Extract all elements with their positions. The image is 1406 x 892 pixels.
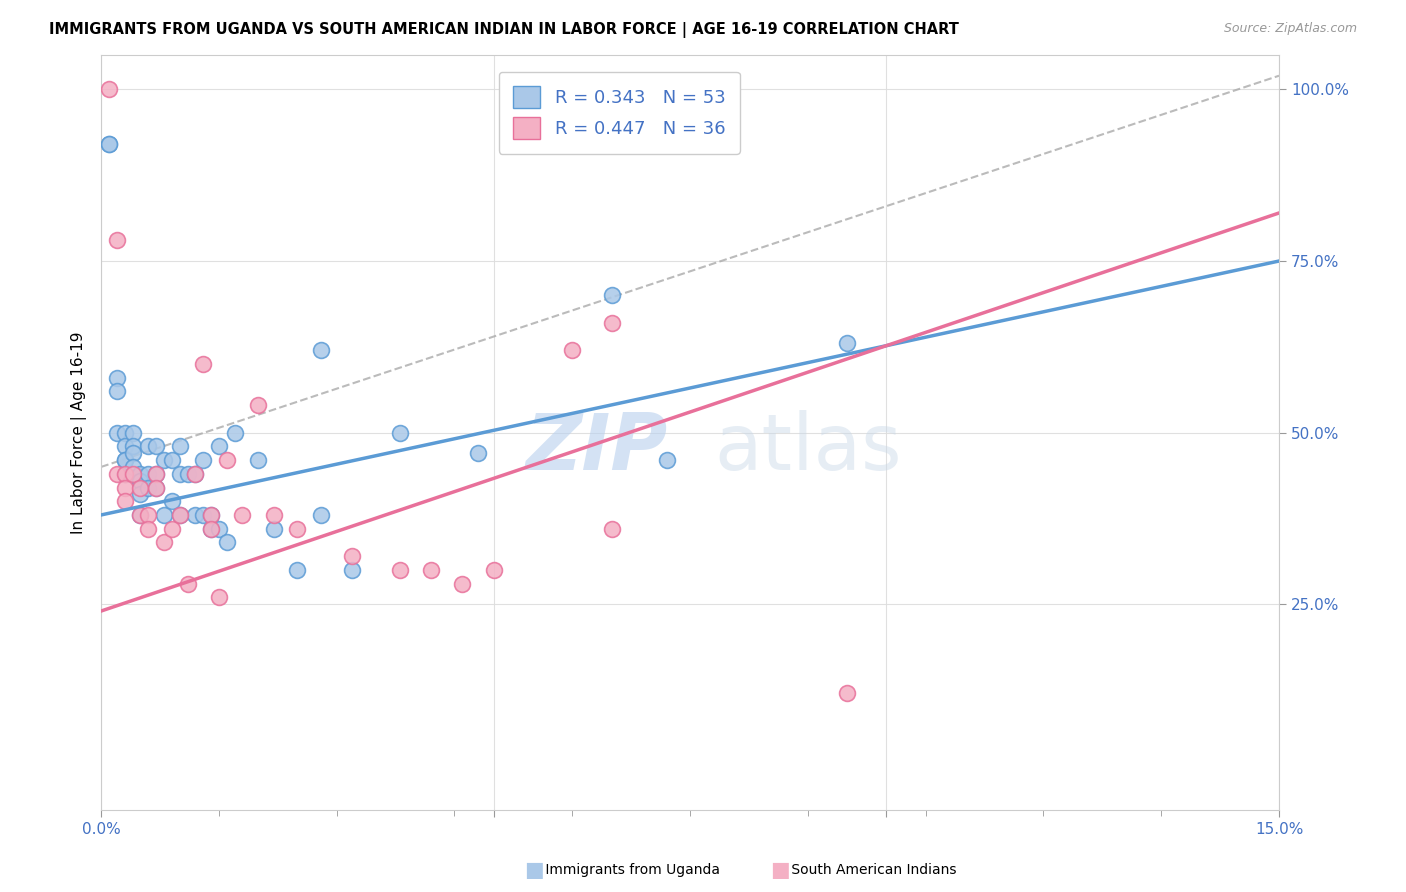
Point — [114, 453, 136, 467]
Text: atlas: atlas — [714, 409, 901, 486]
Point — [419, 563, 441, 577]
Point — [121, 439, 143, 453]
Point — [121, 459, 143, 474]
Point — [136, 522, 159, 536]
Point — [837, 336, 859, 351]
Text: IMMIGRANTS FROM UGANDA VS SOUTH AMERICAN INDIAN IN LABOR FORCE | AGE 16-19 CORRE: IMMIGRANTS FROM UGANDA VS SOUTH AMERICAN… — [49, 22, 959, 38]
Point — [129, 467, 152, 481]
Point — [200, 522, 222, 536]
Point — [388, 425, 411, 440]
Point — [114, 481, 136, 495]
Point — [153, 453, 176, 467]
Point — [160, 522, 183, 536]
Point — [247, 453, 270, 467]
Point — [114, 467, 136, 481]
Point — [388, 563, 411, 577]
Point — [114, 453, 136, 467]
Point — [169, 439, 191, 453]
Point — [309, 343, 332, 358]
Point — [342, 563, 364, 577]
Text: South American Indians: South American Indians — [787, 863, 957, 877]
Point — [600, 288, 623, 302]
Point — [169, 508, 191, 522]
Point — [145, 481, 167, 495]
Point — [215, 453, 238, 467]
Point — [451, 576, 474, 591]
Point — [105, 370, 128, 384]
Point — [184, 467, 207, 481]
Point — [129, 487, 152, 501]
Point — [145, 439, 167, 453]
Text: ZIP: ZIP — [524, 409, 666, 486]
Point — [600, 522, 623, 536]
Point — [184, 508, 207, 522]
Point — [129, 481, 152, 495]
Point — [145, 467, 167, 481]
Point — [136, 508, 159, 522]
Point — [247, 398, 270, 412]
Point — [200, 508, 222, 522]
Point — [114, 439, 136, 453]
Point — [342, 549, 364, 563]
Point — [105, 467, 128, 481]
Point — [200, 508, 222, 522]
Point — [208, 522, 231, 536]
Point — [169, 508, 191, 522]
Point — [153, 508, 176, 522]
Point — [105, 425, 128, 440]
Point — [114, 425, 136, 440]
Point — [837, 686, 859, 700]
Point — [215, 535, 238, 549]
Point — [136, 439, 159, 453]
Point — [136, 481, 159, 495]
Point — [129, 508, 152, 522]
Point — [231, 508, 253, 522]
Point — [121, 467, 143, 481]
Point — [561, 343, 583, 358]
Point — [193, 508, 215, 522]
Legend: R = 0.343   N = 53, R = 0.447   N = 36: R = 0.343 N = 53, R = 0.447 N = 36 — [499, 71, 740, 153]
Point — [98, 82, 121, 96]
Point — [129, 508, 152, 522]
Point — [287, 522, 309, 536]
Point — [176, 467, 198, 481]
Point — [121, 425, 143, 440]
Point — [309, 508, 332, 522]
Point — [114, 467, 136, 481]
Point — [169, 467, 191, 481]
Point — [153, 535, 176, 549]
Point — [184, 467, 207, 481]
Y-axis label: In Labor Force | Age 16-19: In Labor Force | Age 16-19 — [72, 331, 87, 533]
Point — [467, 446, 489, 460]
Point — [193, 357, 215, 371]
Point — [287, 563, 309, 577]
Point — [482, 563, 505, 577]
Text: ■: ■ — [770, 860, 790, 880]
Point — [160, 494, 183, 508]
Point — [121, 446, 143, 460]
Point — [263, 508, 285, 522]
Text: ■: ■ — [524, 860, 544, 880]
Text: Immigrants from Uganda: Immigrants from Uganda — [541, 863, 720, 877]
Point — [105, 234, 128, 248]
Point — [160, 453, 183, 467]
Point — [208, 439, 231, 453]
Point — [600, 316, 623, 330]
Point — [200, 522, 222, 536]
Point — [263, 522, 285, 536]
Point — [136, 467, 159, 481]
Point — [114, 494, 136, 508]
Point — [176, 576, 198, 591]
Point — [655, 453, 678, 467]
Point — [208, 591, 231, 605]
Point — [145, 481, 167, 495]
Point — [193, 453, 215, 467]
Point — [98, 137, 121, 152]
Point — [105, 384, 128, 399]
Text: Source: ZipAtlas.com: Source: ZipAtlas.com — [1223, 22, 1357, 36]
Point — [98, 137, 121, 152]
Point — [145, 467, 167, 481]
Point — [224, 425, 246, 440]
Point — [129, 474, 152, 488]
